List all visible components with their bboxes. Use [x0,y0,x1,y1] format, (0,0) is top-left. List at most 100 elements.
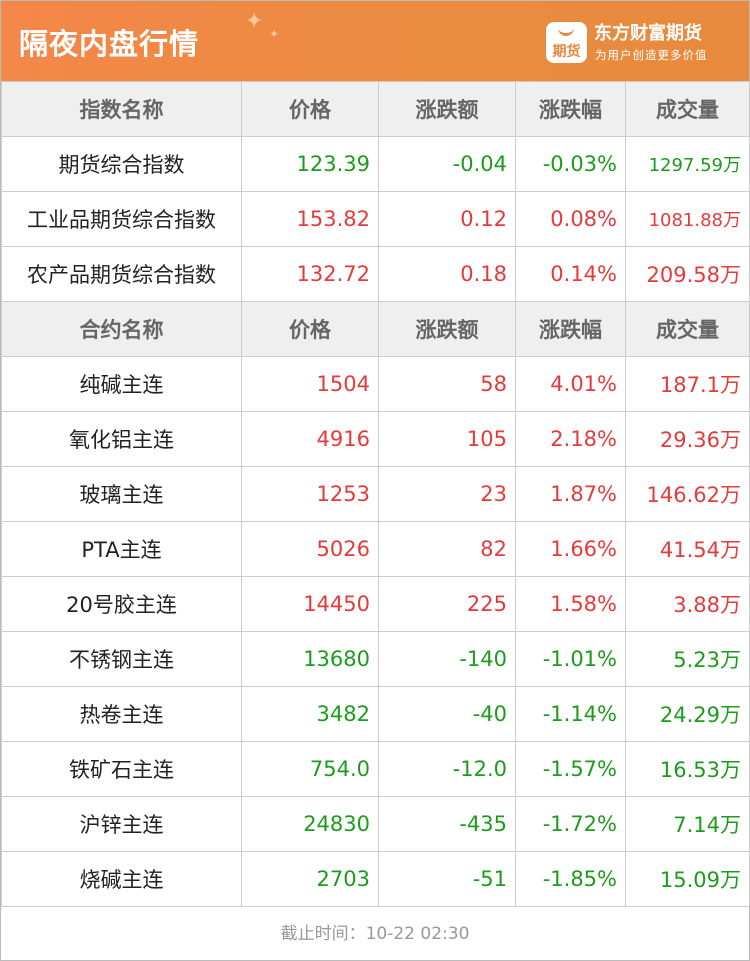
cell-name: 氧化铝主连 [1,411,242,467]
cell-pct: 4.01% [515,356,626,412]
sparkle-icon: ✦ [245,9,264,34]
page-title: 隔夜内盘行情 [19,27,200,61]
brand-slogan: 为用户创造更多价值 [595,48,708,62]
column-header: 价格 [241,81,379,137]
table-row: 氧化铝主连 4916 105 2.18% 29.36万 [1,411,750,467]
table-row: 期货综合指数 123.39 -0.04 -0.03% 1297.59万 [1,136,750,192]
table-row: 热卷主连 3482 -40 -1.14% 24.29万 [1,686,750,742]
cell-pct: -1.57% [515,741,626,797]
brand-logo: 期货 [546,22,587,63]
cell-price: 24830 [241,796,379,852]
cell-name: 20号胶主连 [1,576,242,632]
cell-volume: 209.58万 [625,246,750,302]
cell-name: 农产品期货综合指数 [1,246,242,302]
wing-icon [558,24,574,36]
cell-price: 3482 [241,686,379,742]
cell-price: 132.72 [241,246,379,302]
column-header: 涨跌幅 [515,81,626,137]
table-row: 烧碱主连 2703 -51 -1.85% 15.09万 [1,851,750,907]
update-time: 截止时间：10-22 02:30 [280,924,470,944]
cell-volume: 7.14万 [625,796,750,852]
cell-volume: 5.23万 [625,631,750,687]
cell-pct: 0.14% [515,246,626,302]
cell-change: -140 [378,631,516,687]
cell-change: 0.12 [378,191,516,247]
cell-volume: 146.62万 [625,466,750,522]
cell-change: -51 [378,851,516,907]
cell-price: 13680 [241,631,379,687]
cell-pct: -1.01% [515,631,626,687]
cell-pct: -1.14% [515,686,626,742]
cell-pct: 1.58% [515,576,626,632]
cell-price: 2703 [241,851,379,907]
cell-pct: 2.18% [515,411,626,467]
cell-pct: -0.03% [515,136,626,192]
cell-price: 5026 [241,521,379,577]
cell-price: 4916 [241,411,379,467]
cell-name: 纯碱主连 [1,356,242,412]
cell-volume: 1297.59万 [625,136,750,192]
column-header: 涨跌幅 [515,301,626,357]
cell-volume: 3.88万 [625,576,750,632]
cell-change: 82 [378,521,516,577]
cell-pct: -1.72% [515,796,626,852]
cell-volume: 16.53万 [625,741,750,797]
cell-name: 热卷主连 [1,686,242,742]
cell-price: 153.82 [241,191,379,247]
column-header: 成交量 [625,81,750,137]
cell-volume: 24.29万 [625,686,750,742]
sparkle-icon: ✦ [269,27,280,41]
table-row: 农产品期货综合指数 132.72 0.18 0.14% 209.58万 [1,246,750,302]
column-header: 成交量 [625,301,750,357]
cell-name: PTA主连 [1,521,242,577]
cell-name: 玻璃主连 [1,466,242,522]
column-header: 合约名称 [1,301,242,357]
cell-volume: 1081.88万 [625,191,750,247]
cell-pct: 0.08% [515,191,626,247]
table-row: 20号胶主连 14450 225 1.58% 3.88万 [1,576,750,632]
cell-change: -12.0 [378,741,516,797]
header-banner: 隔夜内盘行情 ✦ ✦ 期货 东方财富期货 为用户创造更多价值 [1,1,749,81]
cell-name: 沪锌主连 [1,796,242,852]
cell-change: 0.18 [378,246,516,302]
table-row: PTA主连 5026 82 1.66% 41.54万 [1,521,750,577]
cell-name: 烧碱主连 [1,851,242,907]
cell-price: 754.0 [241,741,379,797]
quote-table: 指数名称 价格 涨跌额 涨跌幅 成交量 期货综合指数 123.39 -0.04 -0.03% 12… [1,81,750,907]
cell-price: 14450 [241,576,379,632]
cell-volume: 187.1万 [625,356,750,412]
cell-name: 不锈钢主连 [1,631,242,687]
column-header: 涨跌额 [378,81,516,137]
cell-price: 1253 [241,466,379,522]
cell-pct: -1.85% [515,851,626,907]
table-row: 工业品期货综合指数 153.82 0.12 0.08% 1081.88万 [1,191,750,247]
table-row: 不锈钢主连 13680 -140 -1.01% 5.23万 [1,631,750,687]
cell-volume: 41.54万 [625,521,750,577]
table-row: 纯碱主连 1504 58 4.01% 187.1万 [1,356,750,412]
cell-change: 58 [378,356,516,412]
cell-change: 225 [378,576,516,632]
table-row: 铁矿石主连 754.0 -12.0 -1.57% 16.53万 [1,741,750,797]
cell-name: 铁矿石主连 [1,741,242,797]
column-header: 涨跌额 [378,301,516,357]
cell-name: 工业品期货综合指数 [1,191,242,247]
cell-pct: 1.66% [515,521,626,577]
cell-change: 23 [378,466,516,522]
cell-change: -435 [378,796,516,852]
cell-change: -0.04 [378,136,516,192]
column-header: 价格 [241,301,379,357]
brand-name: 东方财富期货 [594,23,702,44]
cell-name: 期货综合指数 [1,136,242,192]
table-row: 玻璃主连 1253 23 1.87% 146.62万 [1,466,750,522]
cell-pct: 1.87% [515,466,626,522]
column-header: 指数名称 [1,81,242,137]
logo-text: 期货 [552,44,581,60]
table-header: 指数名称 价格 涨跌额 涨跌幅 成交量 [1,81,750,137]
cell-change: 105 [378,411,516,467]
table-header: 合约名称 价格 涨跌额 涨跌幅 成交量 [1,301,750,357]
table-row: 沪锌主连 24830 -435 -1.72% 7.14万 [1,796,750,852]
cell-price: 1504 [241,356,379,412]
cell-price: 123.39 [241,136,379,192]
cell-volume: 15.09万 [625,851,750,907]
